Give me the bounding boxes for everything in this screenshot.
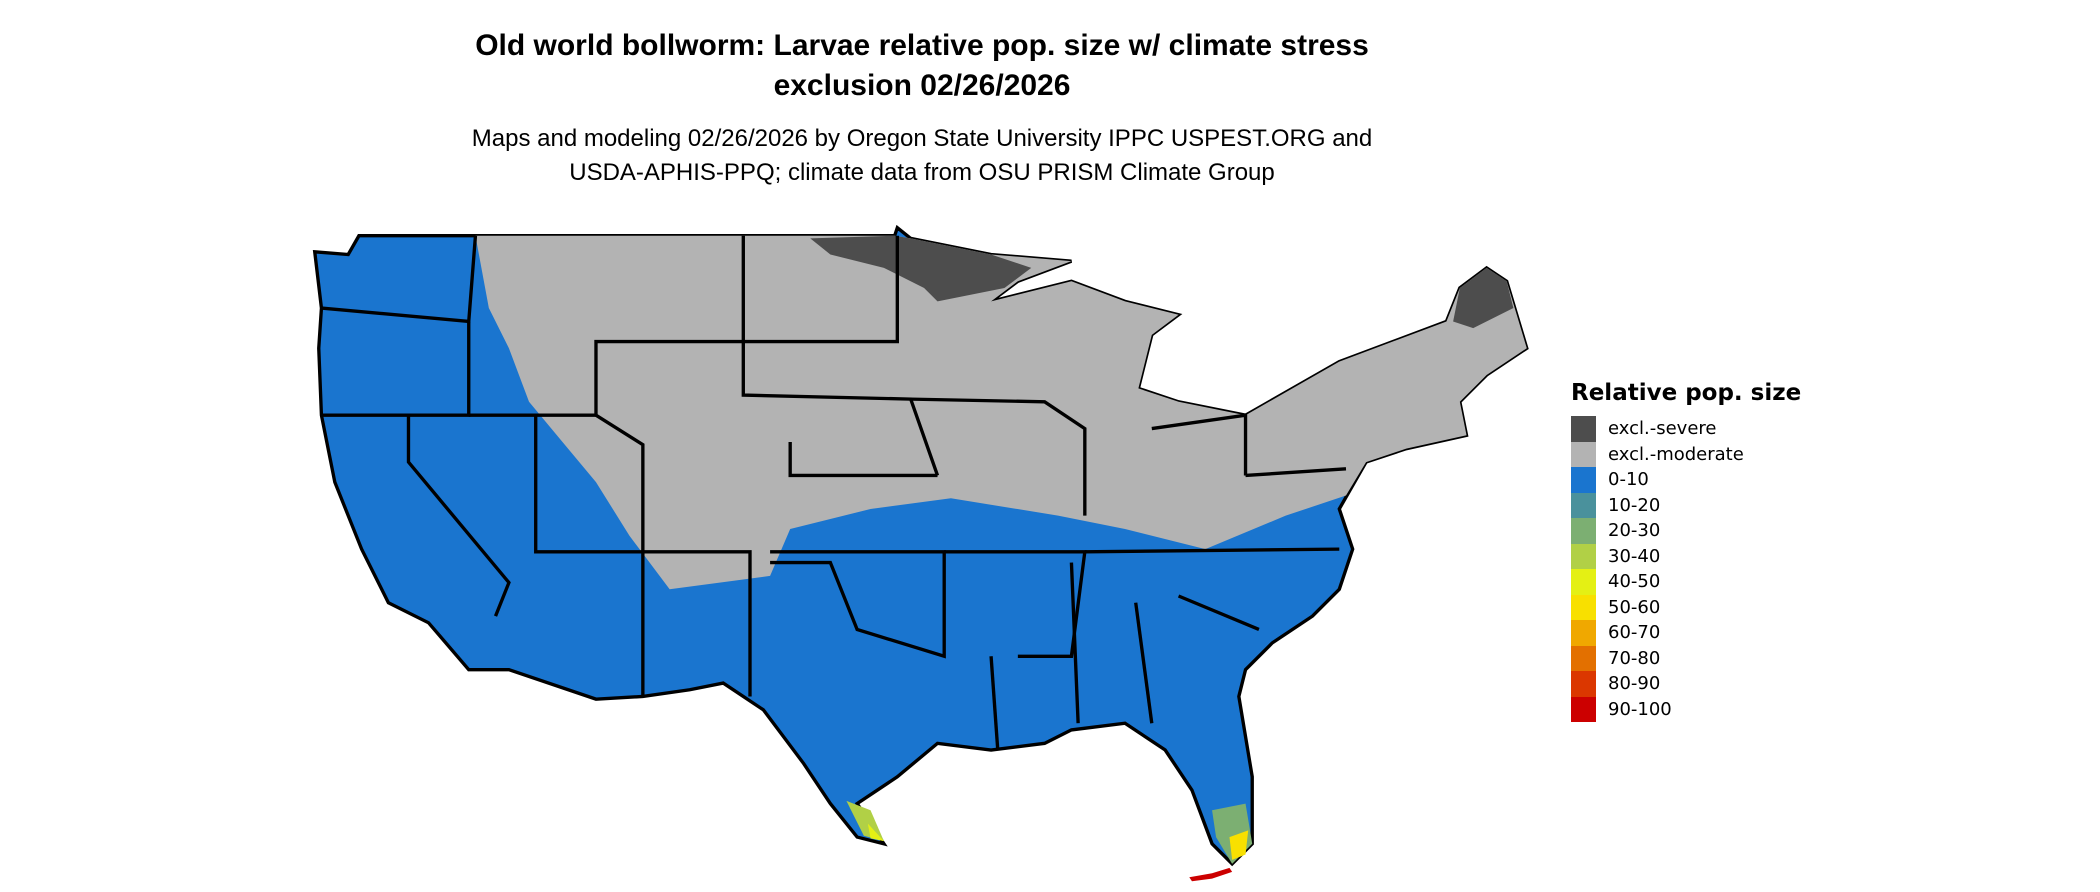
region-excl-severe-mn (810, 235, 1032, 302)
region-excl-moderate (475, 235, 1527, 590)
region-40-60-florida (1229, 830, 1249, 860)
legend-label: 20-30 (1608, 520, 1661, 542)
legend-swatch (1571, 441, 1596, 467)
legend-swatch (1571, 518, 1596, 544)
legend-label: 70-80 (1608, 647, 1661, 669)
subtitle-line-2: USDA-APHIS-PPQ; climate data from OSU PR… (569, 159, 1275, 186)
subtitle-line-1: Maps and modeling 02/26/2026 by Oregon S… (471, 125, 1373, 152)
state-borders (321, 235, 1347, 751)
legend-swatch (1571, 594, 1596, 620)
legend-item: excl.-severe (1571, 416, 1801, 442)
legend-label: excl.-severe (1608, 418, 1717, 440)
legend-item: excl.-moderate (1571, 441, 1801, 467)
map-subtitle: Maps and modeling 02/26/2026 by Oregon S… (0, 122, 1844, 190)
legend-swatch (1571, 645, 1596, 671)
legend-item: 40-50 (1571, 569, 1801, 595)
legend-label: 80-90 (1608, 673, 1661, 695)
legend-item: 30-40 (1571, 543, 1801, 569)
region-90-100-keys (1189, 867, 1233, 882)
legend-item: 80-90 (1571, 671, 1801, 697)
legend-item: 90-100 (1571, 696, 1801, 722)
legend-label: 0-10 (1608, 469, 1649, 491)
title-line-2: exclusion 02/26/2026 (773, 69, 1071, 102)
legend-item: 0-10 (1571, 467, 1801, 493)
legend-swatch (1571, 416, 1596, 442)
legend-label: 60-70 (1608, 622, 1661, 644)
legend-item: 70-80 (1571, 645, 1801, 671)
legend: Relative pop. size excl.-severe excl.-mod… (1571, 380, 1801, 722)
legend-item: 50-60 (1571, 594, 1801, 620)
legend-label: 30-40 (1608, 545, 1661, 567)
legend-item: 60-70 (1571, 620, 1801, 646)
legend-label: 90-100 (1608, 698, 1672, 720)
legend-swatch (1571, 671, 1596, 697)
region-excl-severe-me (1453, 267, 1514, 329)
legend-label: 10-20 (1608, 494, 1661, 516)
legend-item: 10-20 (1571, 492, 1801, 518)
legend-swatch (1571, 696, 1596, 722)
region-40-50-texas (867, 823, 884, 842)
legend-title: Relative pop. size (1571, 380, 1802, 406)
legend-label: excl.-moderate (1608, 443, 1744, 465)
legend-swatch (1571, 492, 1596, 518)
legend-swatch (1571, 543, 1596, 569)
legend-label: 50-60 (1608, 596, 1661, 618)
legend-swatch (1571, 569, 1596, 595)
legend-label: 40-50 (1608, 571, 1661, 593)
title-line-1: Old world bollworm: Larvae relative pop.… (475, 29, 1369, 62)
legend-item: 20-30 (1571, 518, 1801, 544)
legend-swatch (1571, 620, 1596, 646)
legend-swatch (1571, 467, 1596, 493)
map-title: Old world bollworm: Larvae relative pop.… (0, 26, 1844, 106)
